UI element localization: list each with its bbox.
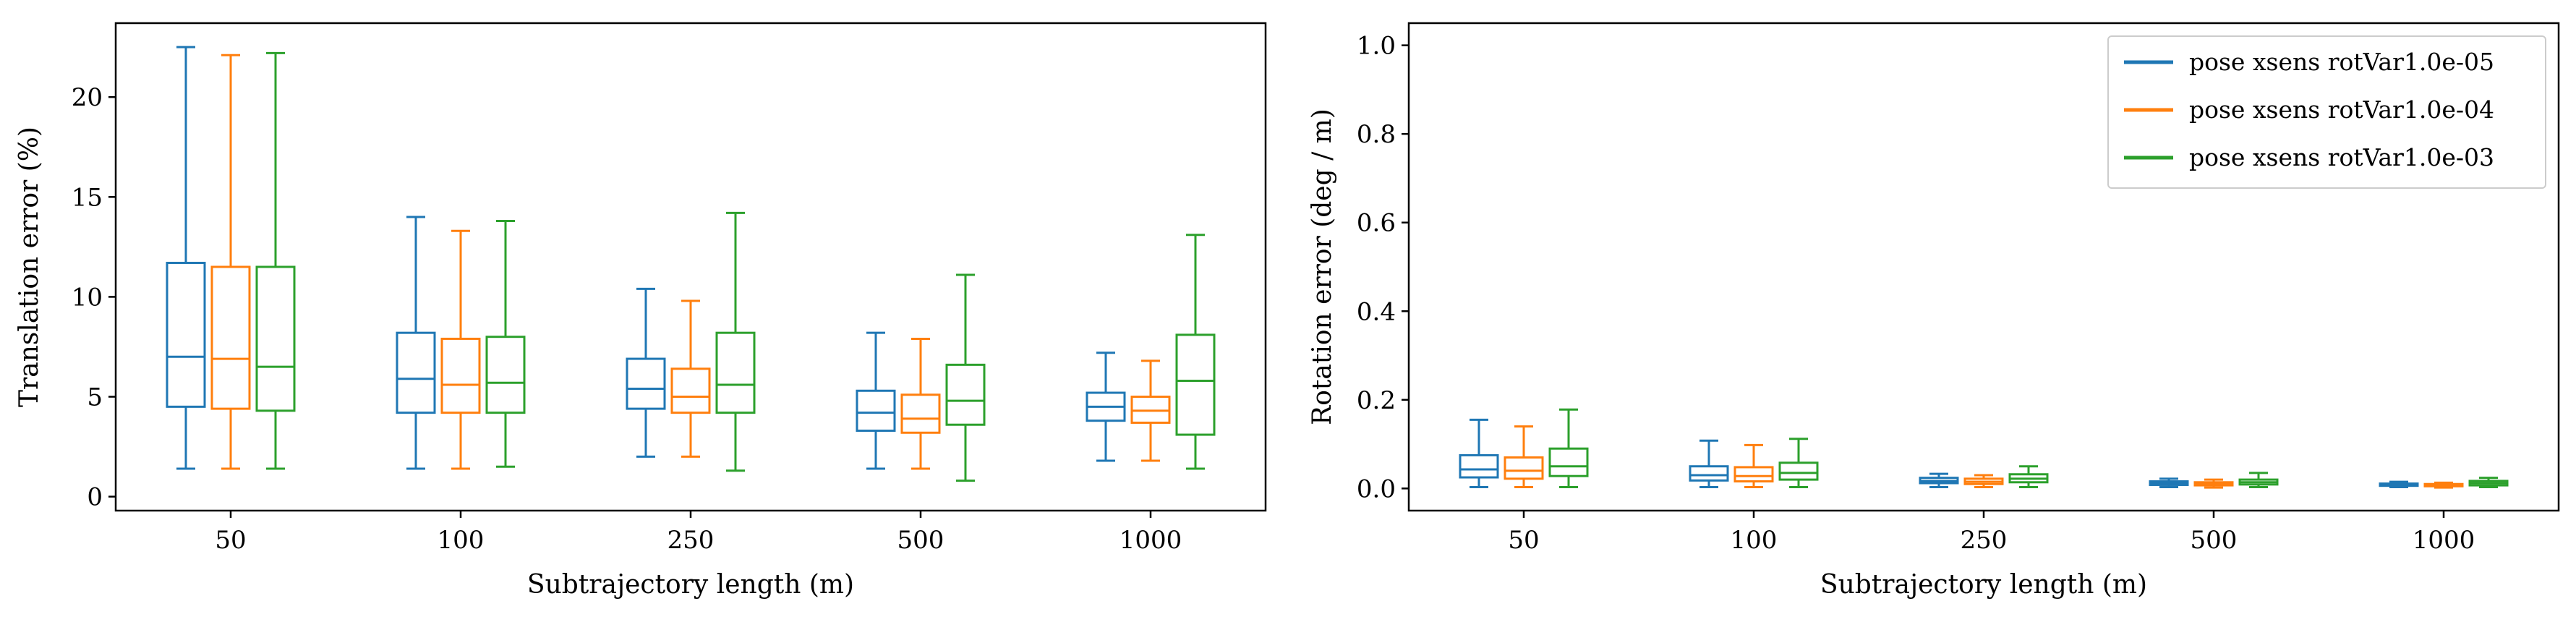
translation-error-boxes [166, 46, 1216, 482]
box-pose-xsens-rotVar1.0e-03-1000 [2468, 477, 2509, 489]
iqr-box [1459, 453, 1499, 479]
box-pose-xsens-rotVar1.0e-04-250 [670, 299, 711, 458]
box-pose-xsens-rotVar1.0e-05-250 [1919, 472, 1959, 489]
x-tick-label: 250 [668, 526, 715, 555]
iqr-box [396, 331, 436, 414]
translation-error-panel: 0 5 10 15 20 50 100 250 500 1000 Subtrajectory l… [14, 22, 1267, 600]
iqr-box [856, 389, 896, 433]
iqr-box [166, 261, 206, 408]
y-tick-label: 5 [87, 383, 103, 412]
translation-error-x-ticks: 50 100 250 500 1000 [215, 511, 1182, 555]
iqr-box [1504, 456, 1544, 480]
rotation-error-y-axis-label: Rotation error (deg / m) [1308, 108, 1337, 425]
iqr-box [900, 393, 941, 434]
translation-error-axes-frame [114, 22, 1267, 512]
box-pose-xsens-rotVar1.0e-03-100 [1778, 438, 1819, 489]
y-tick-label: 15 [72, 183, 103, 212]
legend: pose xsens rotVar1.0e-05 pose xsens rotV… [2107, 35, 2546, 189]
box-pose-xsens-rotVar1.0e-04-1000 [1130, 359, 1171, 462]
y-tick-label: 0.0 [1357, 474, 1396, 503]
iqr-box [1548, 447, 1589, 477]
box-pose-xsens-rotVar1.0e-05-1000 [2379, 480, 2419, 489]
box-pose-xsens-rotVar1.0e-04-250 [1963, 474, 2004, 489]
box-pose-xsens-rotVar1.0e-04-1000 [2423, 481, 2464, 489]
box-pose-xsens-rotVar1.0e-04-50 [210, 54, 251, 470]
legend-entry-rotvar-1e-04: pose xsens rotVar1.0e-04 [2189, 95, 2494, 124]
iqr-box [945, 363, 986, 426]
iqr-box [670, 367, 711, 414]
box-pose-xsens-rotVar1.0e-05-100 [1689, 439, 1729, 489]
box-pose-xsens-rotVar1.0e-03-250 [2008, 465, 2049, 489]
x-tick-label: 1000 [1119, 526, 1182, 555]
box-pose-xsens-rotVar1.0e-03-250 [715, 211, 756, 472]
iqr-box [1778, 461, 1819, 481]
iqr-box [1733, 466, 1774, 483]
iqr-box [210, 265, 251, 410]
translation-error-y-ticks: 0 5 10 15 20 [72, 83, 116, 512]
y-tick-label: 0.6 [1357, 209, 1396, 238]
x-tick-label: 1000 [2413, 526, 2475, 555]
y-tick-label: 0 [87, 483, 103, 512]
box-pose-xsens-rotVar1.0e-04-500 [900, 337, 941, 470]
translation-error-x-axis-label: Subtrajectory length (m) [527, 570, 854, 600]
rotation-error-x-ticks: 50 100 250 500 1000 [1508, 511, 2475, 555]
y-tick-label: 0.2 [1357, 386, 1396, 415]
box-pose-xsens-rotVar1.0e-05-1000 [1086, 352, 1126, 462]
rotation-error-axes-frame [1407, 22, 2560, 512]
iqr-box [255, 265, 296, 412]
box-pose-xsens-rotVar1.0e-05-50 [166, 46, 206, 470]
y-tick-label: 1.0 [1357, 32, 1396, 61]
iqr-box [715, 331, 756, 414]
box-pose-xsens-rotVar1.0e-03-500 [2238, 472, 2279, 489]
rotation-error-boxes [1459, 408, 2509, 489]
box-pose-xsens-rotVar1.0e-05-100 [396, 216, 436, 470]
box-pose-xsens-rotVar1.0e-04-500 [2193, 478, 2234, 489]
box-pose-xsens-rotVar1.0e-03-50 [1548, 408, 1589, 489]
iqr-box [626, 357, 666, 410]
x-tick-label: 100 [1731, 526, 1778, 555]
iqr-box [1175, 333, 1216, 436]
x-tick-label: 250 [1961, 526, 2008, 555]
iqr-box [485, 336, 526, 414]
iqr-box [1689, 465, 1729, 482]
x-tick-label: 500 [2191, 526, 2238, 555]
rotation-error-x-axis-label: Subtrajectory length (m) [1820, 570, 2147, 600]
y-tick-label: 0.4 [1357, 297, 1396, 326]
x-tick-label: 100 [438, 526, 485, 555]
legend-entry-rotvar-1e-05: pose xsens rotVar1.0e-05 [2189, 48, 2494, 76]
box-pose-xsens-rotVar1.0e-03-50 [255, 51, 296, 470]
y-tick-label: 0.8 [1357, 120, 1396, 149]
iqr-box [440, 337, 481, 414]
box-pose-xsens-rotVar1.0e-05-50 [1459, 418, 1499, 489]
x-tick-label: 500 [897, 526, 944, 555]
box-pose-xsens-rotVar1.0e-03-500 [945, 273, 986, 482]
box-pose-xsens-rotVar1.0e-04-100 [1733, 443, 1774, 489]
y-tick-label: 20 [72, 83, 103, 112]
box-pose-xsens-rotVar1.0e-05-500 [856, 331, 896, 470]
box-pose-xsens-rotVar1.0e-05-250 [626, 287, 666, 458]
translation-error-y-axis-label: Translation error (%) [14, 127, 44, 407]
box-pose-xsens-rotVar1.0e-03-1000 [1175, 234, 1216, 470]
box-pose-xsens-rotVar1.0e-03-100 [485, 219, 526, 468]
rotation-error-panel: 0.0 0.2 0.4 0.6 0.8 1.0 50 100 250 500 1000 Subtr… [1308, 22, 2560, 600]
box-pose-xsens-rotVar1.0e-05-500 [2149, 477, 2189, 489]
box-pose-xsens-rotVar1.0e-04-50 [1504, 425, 1544, 489]
legend-frame [2107, 35, 2546, 189]
y-tick-label: 10 [72, 283, 103, 312]
rotation-error-y-ticks: 0.0 0.2 0.4 0.6 0.8 1.0 [1357, 32, 1409, 503]
x-tick-label: 50 [1508, 526, 1539, 555]
legend-entry-rotvar-1e-03: pose xsens rotVar1.0e-03 [2189, 143, 2494, 171]
box-pose-xsens-rotVar1.0e-04-100 [440, 229, 481, 470]
x-tick-label: 50 [215, 526, 246, 555]
